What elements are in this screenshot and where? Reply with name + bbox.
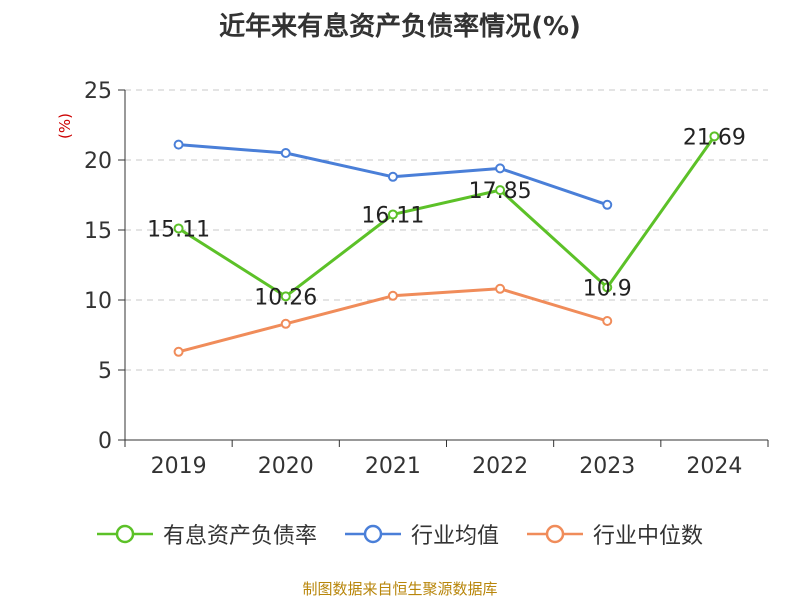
data-point [602,282,613,293]
data-label: 15.11 [147,217,210,242]
data-point [709,131,720,142]
legend-label: 有息资产负债率 [162,524,317,549]
data-label: 16.11 [361,203,424,228]
x-tick-label: 2020 [258,454,314,479]
y-tick-label: 5 [98,359,112,384]
legend-item-industry-mean[interactable]: 行业均值 [344,518,499,550]
chart-title: 近年来有息资产负债率情况(%) [219,12,581,42]
data-label: 10.26 [254,285,317,310]
data-point [173,223,184,234]
data-point [173,139,184,150]
data-point [495,185,506,196]
data-point [280,291,291,302]
data-point [602,199,613,210]
legend-label: 行业均值 [410,524,499,549]
data-point [173,346,184,357]
legend-line-marker-icon [96,524,153,544]
y-tick-label: 0 [98,429,112,454]
y-tick-label: 25 [84,79,112,104]
legend-label: 行业中位数 [593,524,704,549]
x-tick-label: 2024 [686,454,742,479]
data-point [387,290,398,301]
data-point [387,209,398,220]
x-tick-label: 2023 [579,454,635,479]
legend-line-marker-icon [527,524,583,544]
legend-item-interest-debt-ratio[interactable]: 有息资产负债率 [96,518,317,550]
y-tick-label: 15 [84,219,112,244]
y-tick-label: 20 [84,149,112,174]
data-source-note: 制图数据来自恒生聚源数据库 [302,580,498,598]
data-label: 17.85 [469,179,532,204]
legend-line-marker-icon [344,524,401,544]
legend-item-industry-median[interactable]: 行业中位数 [527,518,703,550]
data-point [387,171,398,182]
x-tick-label: 2019 [151,454,207,479]
series-line [177,135,716,298]
y-axis-label: (%) [56,113,74,139]
data-point [280,318,291,329]
data-point [495,163,506,174]
legend: 有息资产负债率 行业均值 行业中位数 [0,518,800,550]
data-label: 10.9 [583,276,632,301]
data-point [495,283,506,294]
y-tick-label: 10 [84,289,112,314]
data-point [280,148,291,158]
data-label: 21.69 [683,125,746,150]
x-tick-label: 2022 [472,454,528,479]
x-tick-label: 2021 [365,454,421,479]
data-point [602,316,613,326]
